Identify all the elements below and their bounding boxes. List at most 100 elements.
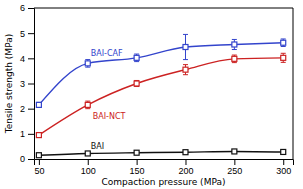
data-point [281, 40, 286, 45]
error-bar [232, 55, 237, 63]
data-point [232, 42, 237, 47]
y-tick-label: 1 [20, 129, 25, 139]
x-axis: 50 100 150 200 250 300 [34, 159, 293, 176]
error-bar [232, 39, 237, 49]
error-bar-cap [85, 59, 90, 60]
series-label: BAI-CAF [91, 49, 123, 58]
error-bar [183, 65, 188, 75]
data-point [232, 56, 237, 61]
data-point [281, 55, 286, 60]
y-tick: 0 [20, 154, 34, 164]
error-bar-cap [281, 38, 286, 39]
error-bar-cap [183, 64, 188, 65]
error-bar-cap [232, 62, 237, 63]
y-tick-mark [28, 109, 34, 110]
x-tick: 200 [178, 159, 193, 176]
error-bar [85, 60, 90, 68]
series-label: BAI-NCT [93, 112, 126, 121]
x-tick-mark [283, 159, 284, 165]
error-bar-cap [232, 39, 237, 40]
error-bar-cap [281, 46, 286, 47]
y-axis-line [28, 9, 35, 160]
series [36, 53, 285, 137]
series-line [39, 151, 283, 155]
data-point [85, 61, 90, 66]
series [36, 149, 285, 158]
x-tick-label: 300 [276, 166, 291, 176]
x-tick-label: 100 [81, 166, 96, 176]
error-bar [281, 39, 286, 47]
y-tick-label: 4 [20, 54, 25, 64]
y-tick: 5 [20, 29, 34, 39]
data-point [85, 102, 90, 107]
error-bar-cap [281, 53, 286, 54]
x-axis-title: Compaction pressure (MPa) [102, 177, 226, 187]
data-point [85, 151, 90, 156]
data-point [183, 150, 188, 155]
y-tick-label: 6 [20, 3, 25, 13]
error-bar-cap [232, 49, 237, 50]
series-labels: BAI-CAF BAI-NCT BAI [91, 49, 126, 151]
y-tick-label: 0 [20, 154, 25, 164]
error-bar-cap [281, 62, 286, 63]
data-point [232, 149, 237, 154]
data-point [281, 149, 286, 154]
data-point [183, 45, 188, 50]
error-bar [36, 102, 41, 107]
x-tick-mark [39, 159, 40, 165]
x-tick-mark [185, 159, 186, 165]
error-bar-cap [134, 61, 139, 62]
series-label: BAI [91, 142, 104, 151]
y-tick-mark [28, 159, 34, 160]
chart: 50 100 150 200 250 300 0 1 2 3 4 5 6 Compaction press… [0, 0, 303, 189]
x-tick-label: 200 [178, 166, 193, 176]
x-tick: 100 [81, 159, 96, 176]
error-bar-cap [183, 34, 188, 35]
error-bar [281, 53, 286, 62]
error-bar-cap [183, 74, 188, 75]
x-tick-label: 150 [130, 166, 145, 176]
y-tick-mark [28, 134, 34, 135]
data-area [36, 34, 285, 157]
y-axis: 0 1 2 3 4 5 6 [20, 3, 35, 164]
y-tick-mark [28, 58, 34, 59]
error-bar-cap [232, 55, 237, 56]
frame-right [293, 8, 294, 159]
x-tick: 150 [130, 159, 145, 176]
x-tick-mark [137, 159, 138, 165]
series [36, 34, 285, 107]
series-line [39, 43, 283, 105]
y-tick-label: 2 [20, 104, 25, 114]
x-tick: 250 [227, 159, 242, 176]
y-tick-label: 5 [20, 29, 25, 39]
data-point [134, 81, 139, 86]
y-tick-mark [28, 84, 34, 85]
x-tick: 300 [276, 159, 291, 176]
data-point [183, 67, 188, 72]
y-tick: 2 [20, 104, 34, 114]
error-bar-cap [85, 67, 90, 68]
error-bar [134, 54, 139, 62]
x-tick-mark [234, 159, 235, 165]
error-bar-cap [85, 101, 90, 102]
error-bar [183, 34, 188, 59]
x-tick: 50 [34, 159, 44, 176]
y-tick: 4 [20, 54, 34, 64]
x-tick-label: 250 [227, 166, 242, 176]
data-point [36, 133, 41, 138]
y-tick-mark [28, 8, 34, 9]
y-tick: 1 [20, 129, 34, 139]
frame-top [34, 8, 293, 9]
data-point [134, 55, 139, 60]
y-tick: 3 [20, 79, 34, 89]
x-axis-line [35, 160, 294, 166]
y-tick: 6 [20, 3, 34, 13]
error-bar [134, 80, 139, 86]
error-bar [85, 101, 90, 109]
y-tick-label: 3 [20, 79, 25, 89]
plot: 50 100 150 200 250 300 0 1 2 3 4 5 6 Compaction press… [4, 3, 294, 187]
data-point [36, 102, 41, 107]
data-point [134, 150, 139, 155]
x-tick-label: 50 [34, 166, 44, 176]
error-bar-cap [85, 108, 90, 109]
